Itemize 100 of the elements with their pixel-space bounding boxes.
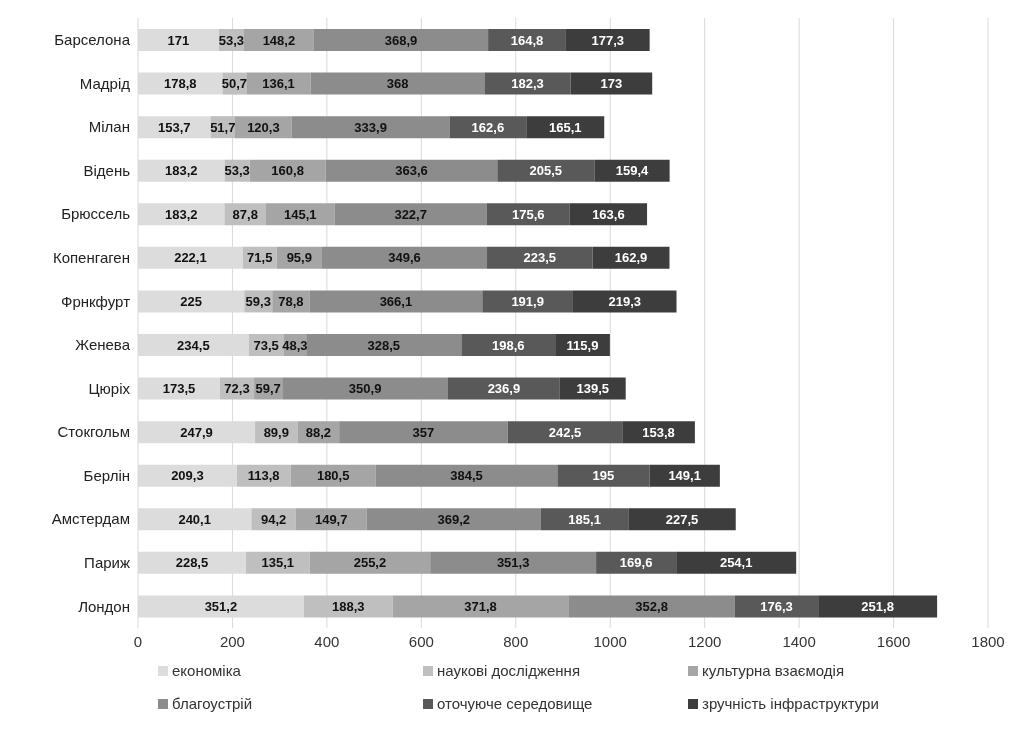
x-tick-label: 1000 (593, 632, 627, 650)
data-label: 254,1 (719, 555, 753, 571)
data-label: 71,5 (247, 250, 273, 266)
data-label: 175,6 (512, 206, 545, 222)
bar (565, 29, 650, 51)
data-label: 328,5 (367, 337, 401, 353)
data-label: 164,8 (510, 32, 544, 48)
data-label: 352,8 (635, 598, 668, 614)
data-label: 350,9 (348, 381, 382, 397)
y-tick-label: Амстердам (51, 510, 130, 528)
data-label: 153,7 (158, 119, 191, 135)
data-label: 349,6 (388, 250, 421, 266)
x-tick-label: 600 (408, 632, 434, 650)
data-label: 59,3 (245, 293, 271, 309)
x-tick-label: 1400 (782, 632, 816, 650)
data-label: 227,5 (665, 511, 699, 527)
y-tick-label: Стокгольм (57, 423, 130, 441)
data-label: 369,2 (437, 511, 470, 527)
bar (282, 377, 448, 400)
data-label: 247,9 (180, 424, 213, 440)
data-label: 53,3 (224, 163, 250, 179)
bar (628, 508, 736, 531)
data-label: 59,7 (255, 381, 281, 397)
bar (430, 551, 597, 574)
data-label: 225 (180, 293, 202, 309)
data-label: 53,3 (218, 32, 244, 48)
data-label: 78,8 (278, 293, 304, 309)
x-tick-label: 0 (133, 632, 143, 650)
y-tick-label: Цюріх (88, 379, 131, 397)
data-label: 113,8 (247, 468, 280, 484)
bar (507, 421, 623, 444)
legend-label: економіка (172, 662, 241, 679)
bar (572, 290, 677, 313)
y-tick-label: Мілан (88, 118, 130, 136)
data-label: 148,2 (262, 32, 296, 48)
x-tick-label: 1600 (876, 632, 911, 650)
data-label: 162,6 (471, 119, 505, 135)
data-label: 153,8 (642, 424, 675, 440)
bar (482, 290, 573, 313)
data-label: 73,5 (253, 337, 279, 353)
data-label: 255,2 (353, 555, 387, 571)
bar (321, 246, 488, 269)
data-label: 160,8 (271, 163, 304, 179)
x-tick-label: 200 (219, 632, 245, 650)
data-label: 176,3 (760, 598, 793, 614)
bar (557, 464, 650, 487)
data-label: 240,1 (178, 511, 211, 527)
legend-label: наукові дослідження (437, 662, 580, 679)
y-tick-label: Берлін (83, 466, 130, 484)
data-label: 236,9 (487, 381, 521, 397)
data-label: 251,8 (861, 598, 894, 614)
bar (310, 72, 485, 95)
data-label: 135,1 (261, 555, 295, 571)
y-tick-label: Мадрід (79, 74, 131, 92)
data-label: 242,5 (548, 424, 582, 440)
data-label: 165,1 (548, 119, 582, 135)
y-tick-label: Відень (83, 161, 131, 179)
data-label: 371,8 (464, 598, 497, 614)
data-label: 182,3 (511, 76, 544, 92)
bar (486, 203, 570, 226)
data-label: 351,2 (204, 598, 238, 614)
bar (676, 551, 797, 574)
bar (309, 551, 431, 574)
data-label: 136,1 (262, 76, 295, 92)
data-label: 205,5 (529, 163, 563, 179)
data-label: 149,7 (314, 511, 348, 527)
bar (497, 159, 595, 182)
data-label: 357 (412, 424, 435, 440)
y-tick-label: Копенгаген (52, 248, 130, 266)
y-tick-label: Лондон (78, 597, 130, 615)
data-label: 173 (600, 76, 623, 92)
data-label: 50,7 (221, 76, 248, 92)
bar (334, 203, 487, 226)
data-label: 178,8 (163, 76, 197, 92)
bar (306, 334, 462, 356)
data-label: 95,9 (286, 250, 312, 266)
bar (392, 595, 569, 618)
data-label: 333,9 (354, 119, 387, 135)
data-label: 188,3 (332, 598, 365, 614)
data-label: 368,9 (384, 32, 418, 48)
data-label: 322,7 (394, 206, 427, 222)
data-label: 88,2 (305, 424, 331, 440)
data-label: 209,3 (171, 468, 204, 484)
data-label: 183,2 (164, 163, 198, 179)
legend-label: культурна взаємодія (702, 662, 845, 679)
legend-label: благоустрій (172, 695, 253, 712)
y-tick-label: Париж (84, 553, 130, 571)
y-tick-label: Брюссель (61, 205, 131, 223)
bar (484, 72, 571, 95)
data-label: 368 (386, 76, 409, 92)
data-label: 72,3 (224, 381, 250, 397)
x-tick-label: 400 (314, 632, 340, 650)
bar (325, 159, 498, 182)
bar (487, 246, 593, 269)
data-label: 191,9 (511, 293, 544, 309)
x-tick-label: 1800 (971, 632, 1005, 650)
bar (570, 72, 653, 95)
legend-label: зручність інфраструктури (702, 695, 879, 712)
x-tick-label: 1200 (687, 632, 722, 650)
data-label: 94,2 (260, 511, 287, 527)
